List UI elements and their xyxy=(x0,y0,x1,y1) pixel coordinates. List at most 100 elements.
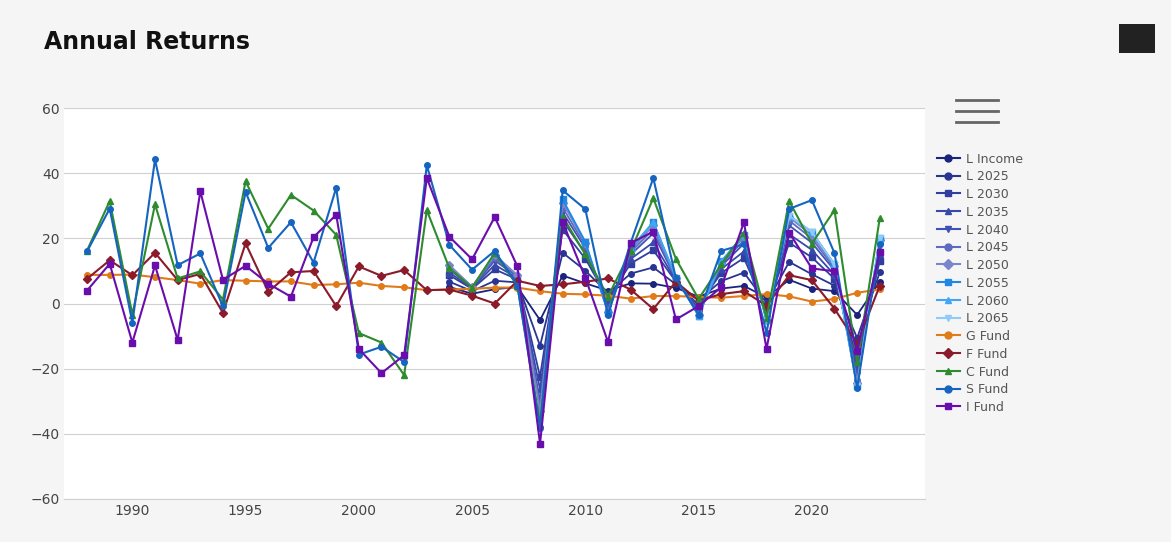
I Fund xyxy=(329,211,343,218)
C Fund xyxy=(533,421,547,427)
G Fund xyxy=(850,289,864,296)
L 2065 xyxy=(872,234,886,241)
L 2045 xyxy=(578,242,593,249)
I Fund xyxy=(556,219,570,225)
G Fund xyxy=(556,291,570,297)
I Fund xyxy=(239,262,253,269)
L 2025 xyxy=(465,288,479,294)
I Fund xyxy=(669,316,683,322)
S Fund xyxy=(533,425,547,431)
I Fund xyxy=(351,346,365,352)
L 2045 xyxy=(443,264,457,271)
F Fund xyxy=(669,279,683,285)
G Fund xyxy=(125,272,139,278)
L 2040 xyxy=(760,313,774,320)
L 2045 xyxy=(533,404,547,411)
L 2040 xyxy=(692,308,706,315)
G Fund xyxy=(465,286,479,292)
L Income xyxy=(511,283,525,290)
L 2065 xyxy=(782,212,796,219)
L Income xyxy=(443,283,457,290)
G Fund xyxy=(419,287,433,293)
L 2040 xyxy=(533,398,547,404)
G Fund xyxy=(714,294,728,301)
I Fund xyxy=(533,441,547,447)
F Fund xyxy=(556,281,570,288)
I Fund xyxy=(804,265,819,272)
I Fund xyxy=(872,249,886,255)
S Fund xyxy=(714,248,728,254)
L 2060 xyxy=(760,317,774,324)
Text: Annual Returns: Annual Returns xyxy=(44,30,251,54)
L 2050 xyxy=(465,283,479,290)
I Fund xyxy=(578,275,593,281)
G Fund xyxy=(215,277,230,283)
S Fund xyxy=(261,244,275,251)
L 2035 xyxy=(578,250,593,257)
L 2030 xyxy=(578,255,593,262)
L 2050 xyxy=(804,232,819,238)
I Fund xyxy=(375,370,389,376)
C Fund xyxy=(737,229,751,236)
F Fund xyxy=(850,340,864,347)
S Fund xyxy=(419,162,433,169)
C Fund xyxy=(375,339,389,346)
L 2040 xyxy=(443,266,457,273)
L 2030 xyxy=(828,275,842,282)
L 2035 xyxy=(533,386,547,392)
L 2065 xyxy=(760,317,774,324)
F Fund xyxy=(443,286,457,293)
L 2030 xyxy=(760,307,774,313)
L 2055 xyxy=(692,313,706,319)
L 2030 xyxy=(624,260,638,267)
I Fund xyxy=(760,345,774,352)
L 2045 xyxy=(624,249,638,255)
G Fund xyxy=(646,293,660,299)
L Income xyxy=(556,272,570,279)
L 2030 xyxy=(692,302,706,308)
L 2025 xyxy=(669,281,683,288)
F Fund xyxy=(737,288,751,294)
L 2045 xyxy=(850,377,864,383)
I Fund xyxy=(171,337,185,343)
C Fund xyxy=(125,311,139,318)
L 2060 xyxy=(669,274,683,281)
L 2030 xyxy=(601,296,615,302)
S Fund xyxy=(692,311,706,318)
L 2060 xyxy=(692,313,706,319)
I Fund xyxy=(443,234,457,240)
L 2025 xyxy=(556,249,570,256)
L 2055 xyxy=(804,229,819,235)
F Fund xyxy=(419,287,433,293)
L 2030 xyxy=(646,247,660,254)
L 2065 xyxy=(850,383,864,390)
L 2050 xyxy=(692,312,706,318)
L 2055 xyxy=(850,383,864,390)
L 2050 xyxy=(850,380,864,386)
S Fund xyxy=(375,344,389,350)
L 2060 xyxy=(782,212,796,219)
C Fund xyxy=(261,225,275,232)
S Fund xyxy=(239,189,253,195)
G Fund xyxy=(828,296,842,302)
F Fund xyxy=(261,288,275,295)
C Fund xyxy=(419,207,433,214)
L 2050 xyxy=(872,237,886,243)
F Fund xyxy=(646,306,660,312)
L Income xyxy=(669,285,683,291)
L 2050 xyxy=(578,240,593,247)
L 2040 xyxy=(828,267,842,274)
S Fund xyxy=(737,241,751,248)
S Fund xyxy=(624,240,638,246)
G Fund xyxy=(443,286,457,293)
F Fund xyxy=(624,286,638,293)
L Income xyxy=(804,285,819,292)
L 2060 xyxy=(624,246,638,252)
C Fund xyxy=(80,247,94,254)
C Fund xyxy=(239,178,253,184)
Line: L 2035: L 2035 xyxy=(446,218,883,392)
S Fund xyxy=(193,250,207,257)
G Fund xyxy=(375,283,389,289)
C Fund xyxy=(307,207,321,214)
C Fund xyxy=(103,198,117,204)
